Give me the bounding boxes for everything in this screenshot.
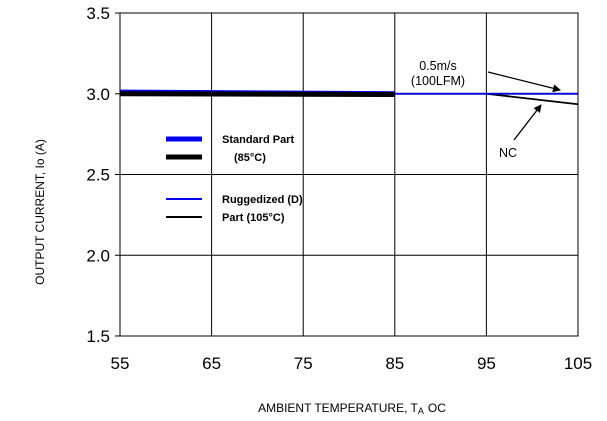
grid <box>115 12 579 337</box>
annotations: 0.5m/s(100LFM) NC <box>411 59 561 160</box>
tick-labels: 55 65 75 85 95 105 3.5 3.0 2.5 2.0 1.5 <box>86 4 592 373</box>
y-axis-title: OUTPUT CURRENT, Io (A) <box>33 139 47 285</box>
legend-label: Standard Part <box>222 134 294 146</box>
x-tick-label: 75 <box>294 354 313 373</box>
series-line <box>119 91 395 98</box>
x-axis-title: AMBIENT TEMPERATURE, TA OC <box>258 401 446 416</box>
series-lines <box>119 89 579 106</box>
x-tick-label: 55 <box>111 354 130 373</box>
legend-label: Part (105°C) <box>222 212 285 224</box>
legend: Standard Part (85°C) Ruggedized (D) Part (1… <box>166 134 303 224</box>
y-tick-label: 1.5 <box>86 327 110 346</box>
annotation-nc-label: NC <box>499 146 517 160</box>
x-tick-label: 65 <box>202 354 221 373</box>
annotation-arrow <box>487 71 561 93</box>
y-tick-label: 2.0 <box>86 246 110 265</box>
legend-label: Ruggedized (D) <box>222 194 303 206</box>
x-tick-label: 105 <box>564 354 592 373</box>
plot-frame <box>119 12 579 337</box>
x-axis-title-subscript: A <box>418 406 424 416</box>
x-tick-label: 95 <box>477 354 496 373</box>
y-tick-label: 3.0 <box>86 85 110 104</box>
y-tick-label: 2.5 <box>86 166 110 185</box>
series-line <box>486 92 579 106</box>
annotation-airflow-label: (100LFM) <box>411 74 465 88</box>
y-tick-label: 3.5 <box>86 4 110 23</box>
annotation-arrow <box>513 104 542 141</box>
annotation-airflow-label: 0.5m/s <box>419 59 457 73</box>
x-tick-label: 85 <box>385 354 404 373</box>
legend-label: (85°C) <box>234 152 266 164</box>
